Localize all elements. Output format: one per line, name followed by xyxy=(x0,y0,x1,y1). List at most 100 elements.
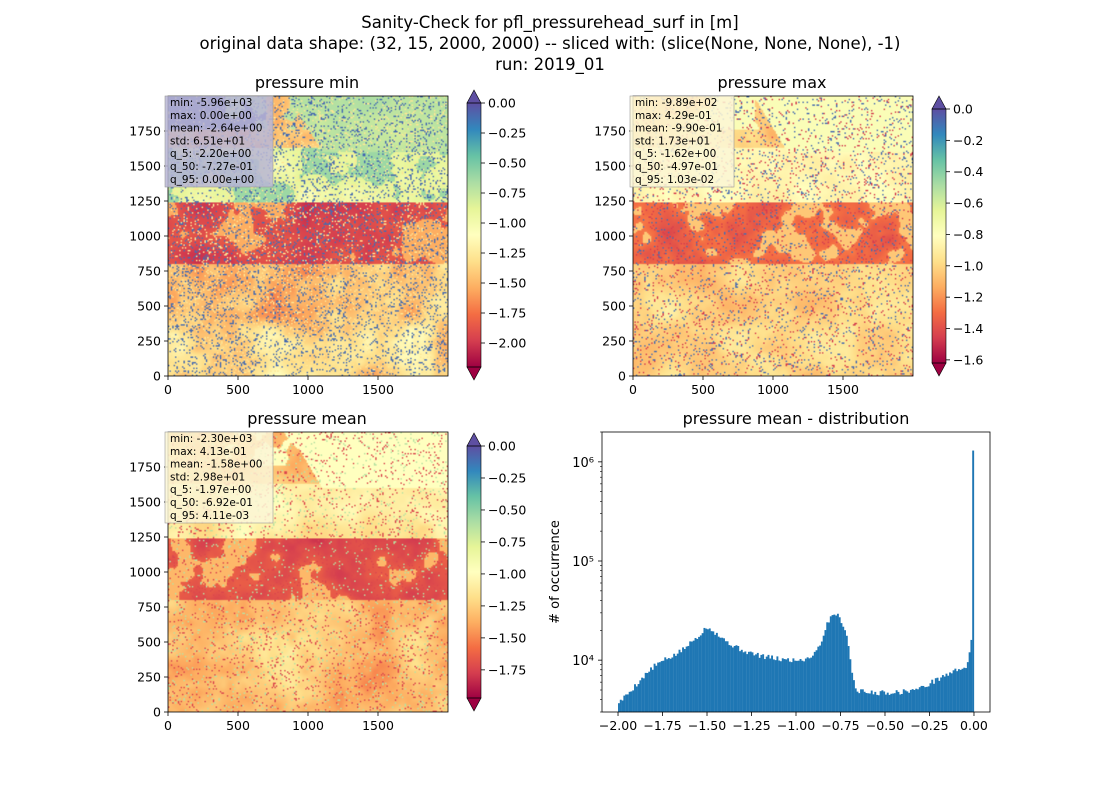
stat-line: min: -2.30e+03 xyxy=(170,433,252,445)
histogram-bar xyxy=(660,661,663,712)
histogram-bar xyxy=(876,694,879,712)
histogram-bar xyxy=(831,615,834,712)
histogram-bar xyxy=(747,651,750,712)
histogram-bar xyxy=(724,641,727,712)
x-tick-label: 500 xyxy=(691,382,715,397)
histogram-bar xyxy=(822,635,825,712)
histogram-bar xyxy=(933,683,935,712)
x-tick-label: 1000 xyxy=(757,382,789,397)
colorbar-tick-label: 0.0 xyxy=(953,102,973,117)
histogram-bar xyxy=(806,657,809,712)
histogram-bar xyxy=(746,654,749,712)
histogram-bar xyxy=(820,641,823,712)
stat-line: mean: -9.90e-01 xyxy=(635,123,722,135)
histogram-bar xyxy=(626,694,629,712)
stat-line: mean: -1.58e+00 xyxy=(170,459,262,471)
histogram-bar xyxy=(936,677,939,712)
histogram-bar xyxy=(742,652,745,712)
histogram-bar xyxy=(961,668,964,712)
histogram-bar xyxy=(849,659,852,712)
histogram-bar xyxy=(847,646,850,712)
y-tick-label: 750 xyxy=(137,264,161,279)
histogram-bar xyxy=(765,656,768,712)
histogram-bar xyxy=(966,662,969,712)
colorbar-frame xyxy=(466,102,482,368)
histogram-bar xyxy=(731,647,734,712)
histogram-bar xyxy=(815,650,818,712)
histogram-bar xyxy=(690,641,693,712)
colorbar-extend-top xyxy=(931,95,947,110)
histogram-bar xyxy=(970,639,973,712)
histogram-bar xyxy=(767,654,770,712)
stat-line: q_50: -6.92e-01 xyxy=(170,497,253,509)
histogram-bar xyxy=(744,651,747,712)
colorbar-tick-label: −0.50 xyxy=(488,502,526,517)
histogram-bar xyxy=(799,658,802,712)
histogram-bar xyxy=(812,655,814,712)
histogram-bar xyxy=(666,659,669,712)
colorbar-tick-label: 0.00 xyxy=(488,439,516,454)
histogram-bar xyxy=(621,700,624,712)
colorbar-tick-label: −1.2 xyxy=(953,290,983,305)
histogram-bar xyxy=(653,663,656,712)
histogram-bar xyxy=(628,691,631,712)
stat-line: q_50: -4.97e-01 xyxy=(635,161,718,173)
histogram-bar xyxy=(785,659,788,712)
stat-line: q_5: -2.20e+00 xyxy=(170,148,251,160)
histogram-bar xyxy=(836,613,839,712)
histogram-bar xyxy=(911,689,914,712)
colorbar-tick-label: −1.6 xyxy=(953,352,983,367)
histogram-bar xyxy=(671,657,674,712)
histogram-bar xyxy=(705,628,708,712)
histogram-bar xyxy=(972,450,975,712)
histogram-bar xyxy=(774,660,777,712)
axis-ticks: −2.00 −1.75 −1.50 −1.25 −1.00 −0.75 −0.50 −0.25… xyxy=(572,431,988,733)
histogram-bar xyxy=(842,626,845,712)
histogram-bar xyxy=(623,695,626,712)
colorbar-tick-label: −1.4 xyxy=(953,321,983,336)
histogram-bar xyxy=(901,693,903,712)
histogram-bar xyxy=(783,659,786,712)
histogram-bar xyxy=(934,678,937,712)
histogram-bar xyxy=(721,637,724,712)
stat-line: q_95: 4.11e-03 xyxy=(170,510,249,522)
histogram-bar xyxy=(771,655,774,712)
histogram-bars xyxy=(618,450,975,712)
histogram-bar xyxy=(892,693,895,712)
histogram-bar xyxy=(833,614,836,712)
y-tick-label: 1000 xyxy=(594,229,626,244)
histogram-bar xyxy=(788,661,791,712)
histogram-bar xyxy=(904,690,907,712)
colorbar: 0.0 −0.2 −0.4 −0.6 −0.8 −1.0 −1.2 −1.4 −1.6 xyxy=(931,95,983,377)
colorbar-tick-label: −0.50 xyxy=(488,156,526,171)
histogram-bar xyxy=(696,638,699,712)
histogram-bar xyxy=(918,687,921,712)
histogram-bar xyxy=(662,660,665,712)
y-tick-label: 500 xyxy=(137,299,161,314)
histogram-bar xyxy=(717,636,720,712)
stats-box xyxy=(629,95,735,188)
histogram-bar xyxy=(824,630,827,712)
histogram-bar xyxy=(762,654,765,712)
x-tick-label: 1500 xyxy=(362,382,394,397)
stat-line: q_5: -1.62e+00 xyxy=(635,148,716,160)
figure-title: Sanity-Check for pfl_pressurehead_surf i… xyxy=(0,12,1100,75)
histogram-bar xyxy=(689,641,692,712)
histogram-bar xyxy=(963,667,966,712)
y-tick-label: 10⁵ xyxy=(572,555,594,570)
histogram-bar xyxy=(625,694,628,712)
histogram-bar xyxy=(699,635,702,712)
panel-pressure-min: pressure min 0 500 1000 1500 0 250 500 750 1000 1… xyxy=(129,73,526,397)
histogram-bar xyxy=(715,632,718,712)
y-tick-label: 1500 xyxy=(129,159,161,174)
histogram-bar xyxy=(792,658,795,712)
y-axis-label: # of occurrence xyxy=(548,520,563,624)
histogram-bar xyxy=(723,638,725,712)
histogram-bar xyxy=(707,629,709,712)
axis-ticks: 0 500 1000 1500 0 250 500 750 1000 1250 1500 1750 xyxy=(594,124,859,398)
histogram-bar xyxy=(634,684,636,712)
y-tick-label: 1750 xyxy=(129,124,161,139)
histogram-bar xyxy=(941,675,944,712)
histogram-bar xyxy=(949,672,951,712)
